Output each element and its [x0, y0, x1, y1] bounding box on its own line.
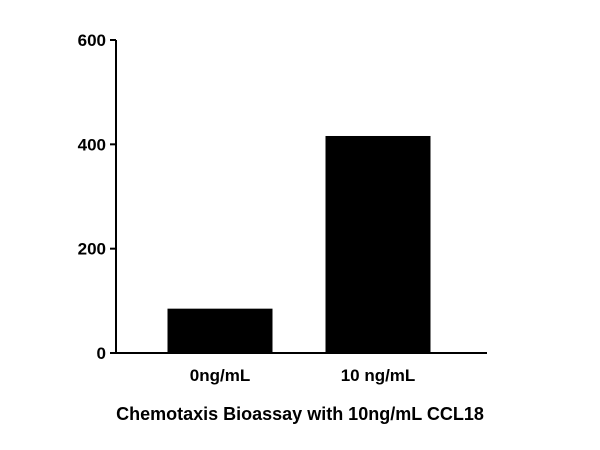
x-tick-label: 0ng/mL — [190, 366, 250, 385]
bars — [167, 135, 431, 353]
y-axis: 0 200 400 600 — [78, 31, 117, 363]
y-tick-label: 0 — [97, 344, 106, 363]
x-axis: 0ng/mL 10 ng/mL — [115, 352, 487, 385]
bar — [167, 308, 273, 353]
x-ticks: 0ng/mL 10 ng/mL — [190, 366, 416, 385]
x-tick-label: 10 ng/mL — [341, 366, 416, 385]
y-ticks: 0 200 400 600 — [78, 31, 116, 363]
x-axis-title: Chemotaxis Bioassay with 10ng/mL CCL18 — [116, 404, 484, 424]
y-tick-label: 200 — [78, 240, 106, 259]
bar — [325, 135, 431, 353]
y-tick-label: 600 — [78, 31, 106, 50]
y-tick-label: 400 — [78, 135, 106, 154]
